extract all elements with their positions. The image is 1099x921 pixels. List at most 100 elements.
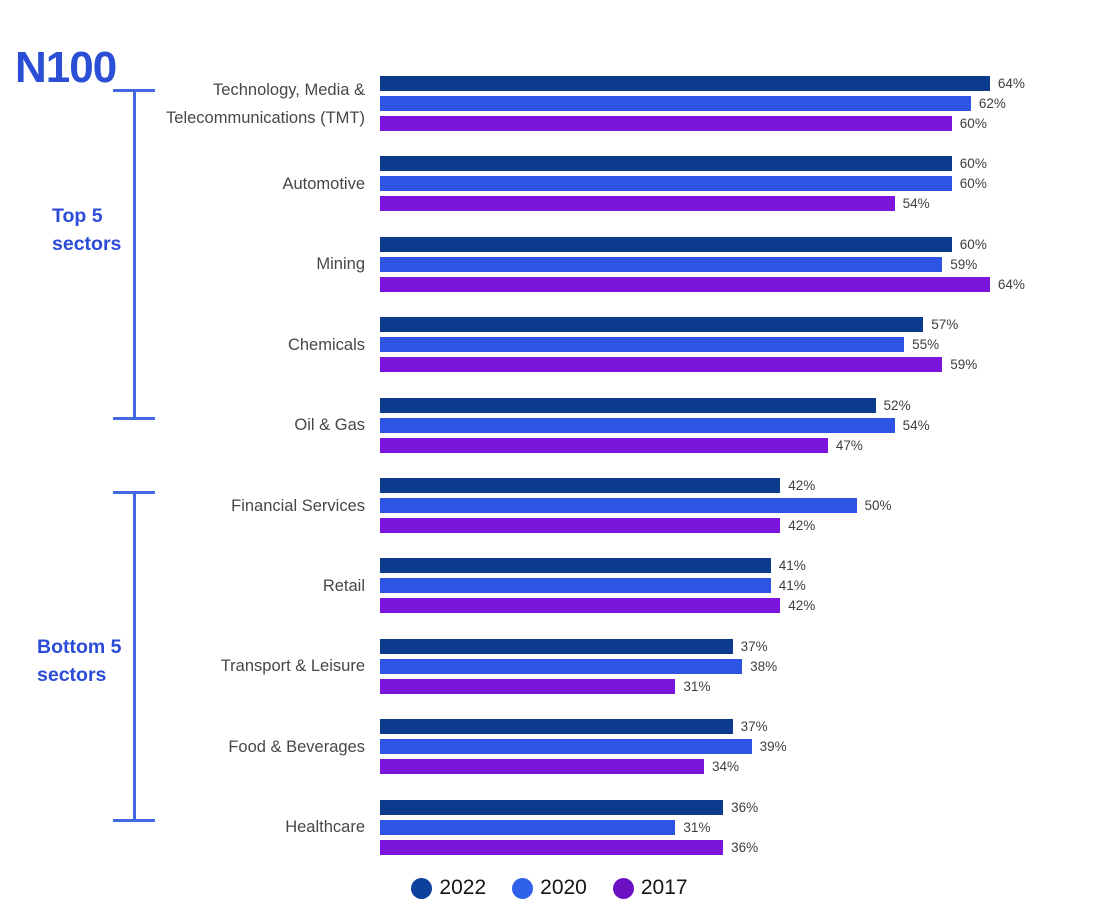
bar-group: 36% 31% 36% [380,799,759,855]
bar-line: 42% [380,598,816,614]
bar-2022 [380,638,733,654]
bar-value-label: 60% [959,156,987,172]
bar-value-label: 57% [931,317,959,333]
bar-value-label: 41% [778,578,806,594]
bar-line: 42% [380,518,892,533]
bar-value-label: 36% [731,799,759,815]
bar-2020 [380,96,971,111]
legend-label: 2020 [540,876,587,899]
bar-group: 60% 60% 54% [380,156,987,212]
bar-value-label: 38% [750,658,778,674]
bar-line: 59% [380,256,1025,272]
sector-label: Transport & Leisure [220,657,365,676]
bar-value-label: 31% [683,819,711,835]
legend-item: 2020 [512,876,587,900]
bar-group: 42% 50% 42% [380,478,892,533]
sector-row: Food & Beverages 37% 39% 34% [0,719,1099,775]
bar-2022 [380,558,771,574]
bar-line: 42% [380,478,892,493]
legend-item: 2022 [411,876,486,900]
bar-line: 37% [380,719,787,735]
bar-2022 [380,236,952,252]
bar-group: 64% 62% 60% [380,76,1025,131]
bar-value-label: 34% [712,759,740,775]
bar-2020 [380,498,857,513]
bar-value-label: 60% [959,236,987,252]
top5-label-line2: sectors [52,233,122,255]
bar-group: 41% 41% 42% [380,558,816,614]
bar-value-label: 47% [835,437,863,453]
bar-line: 34% [380,759,787,775]
bar-line: 39% [380,739,787,755]
bar-line: 57% [380,317,977,333]
sector-label: Chemicals [287,335,365,354]
sector-label: Financial Services [231,496,365,515]
bar-line: 54% [380,196,987,212]
bar-line: 37% [380,638,777,654]
legend-dot-icon [411,877,433,899]
bracket-cap [113,819,155,822]
sector-row: Retail 41% 41% 42% [0,558,1099,614]
sector-row: Mining 60% 59% 64% [0,236,1099,292]
bar-2017 [380,357,943,373]
bar-value-label: 54% [902,417,930,433]
bar-value-label: 41% [778,558,806,574]
bar-2022 [380,719,733,735]
bar-2017 [380,116,952,131]
bar-value-label: 54% [902,196,930,212]
bar-line: 54% [380,417,930,433]
bar-group: 60% 59% 64% [380,236,1025,292]
bar-2017 [380,839,724,855]
bar-value-label: 52% [883,397,911,413]
bar-value-label: 31% [683,678,711,694]
bar-group: 52% 54% 47% [380,397,930,453]
bar-line: 41% [380,578,815,594]
bar-2017 [380,437,828,453]
chart-legend: 2022 2020 2017 [0,876,1099,900]
sector-row: Automotive 60% 60% 54% [0,156,1099,212]
bar-value-label: 37% [740,719,768,735]
bar-value-label: 64% [997,76,1025,91]
bar-line: 64% [380,76,1025,91]
bar-2017 [380,196,895,212]
bar-value-label: 42% [788,518,816,533]
sector-label: Food & Beverages [228,737,365,756]
bracket-stem [132,89,136,420]
bar-2017 [380,759,705,775]
bar-2022 [380,397,876,413]
bar-line: 47% [380,437,930,453]
bar-2020 [380,417,895,433]
bar-line: 60% [380,176,987,192]
sector-row: Financial Services 42% 50% 42% [0,478,1099,533]
bar-line: 64% [380,276,1025,292]
bottom5-bracket [113,491,155,822]
sector-label: Oil & Gas [294,416,365,435]
bar-value-label: 36% [731,839,759,855]
sector-row: Chemicals 57% 55% 59% [0,317,1099,373]
bar-value-label: 50% [864,498,892,513]
bar-line: 50% [380,498,892,513]
sector-row: Transport & Leisure 37% 38% 31% [0,638,1099,694]
bar-group: 37% 39% 34% [380,719,787,775]
bar-2020 [380,337,905,353]
top5-label-line1: Top 5 [52,205,103,227]
bottom5-label-line2: sectors [37,664,107,686]
bar-2022 [380,478,781,493]
bar-line: 36% [380,839,759,855]
sector-row: Healthcare 36% 31% 36% [0,799,1099,855]
bar-2017 [380,598,781,614]
bar-value-label: 39% [759,739,787,755]
bar-line: 62% [380,96,1025,111]
bracket-cap [113,417,155,420]
bar-group: 57% 55% 59% [380,317,977,373]
bar-value-label: 60% [959,116,987,131]
bar-group: 37% 38% 31% [380,638,778,694]
bar-value-label: 42% [788,598,816,614]
bar-2017 [380,518,781,533]
bar-line: 60% [380,156,987,172]
bar-2020 [380,256,943,272]
bar-value-label: 37% [740,638,768,654]
bar-line: 55% [380,337,977,353]
bar-line: 52% [380,397,930,413]
